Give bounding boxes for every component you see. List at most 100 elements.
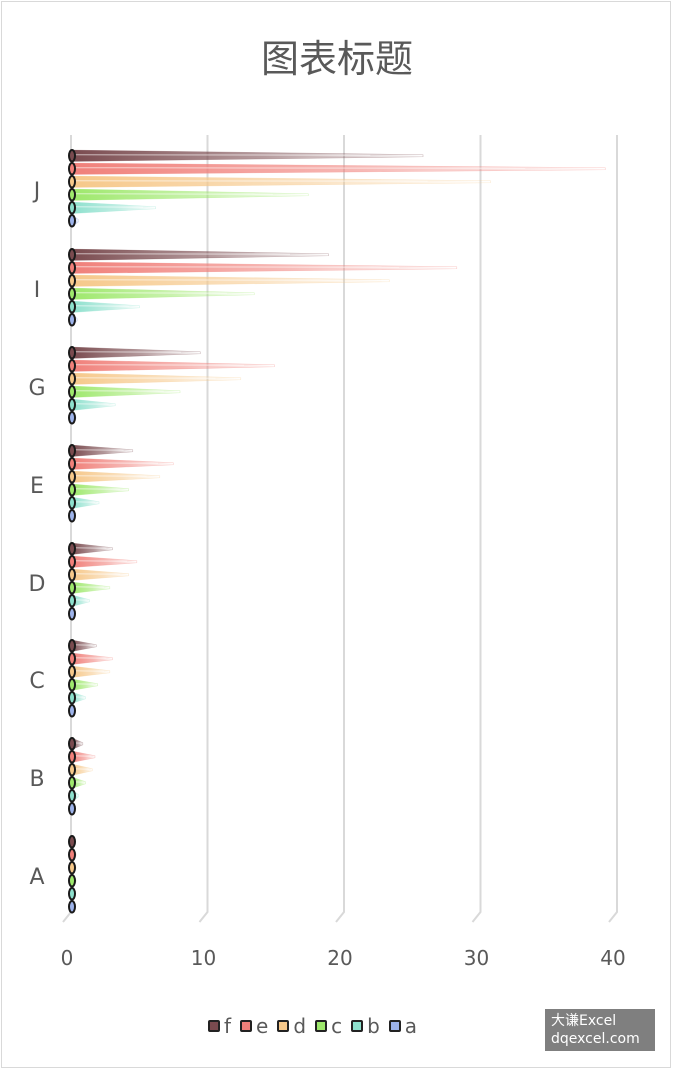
bar-base-d: [68, 665, 76, 679]
bar-f-G: [71, 346, 201, 359]
bar-base-d: [68, 274, 76, 288]
bar-highlight: [71, 154, 371, 156]
x-tick-label: 30: [464, 946, 489, 970]
bar-highlight: [71, 253, 291, 255]
category-label: B: [29, 767, 44, 792]
legend-label: a: [404, 1014, 418, 1038]
bar-highlight: [71, 364, 245, 366]
legend-label: b: [367, 1014, 380, 1038]
bar-base-d: [68, 372, 76, 386]
category-label: A: [29, 865, 44, 890]
legend-item-c: c: [315, 1014, 342, 1038]
bar-f-J: [71, 149, 424, 162]
legend-swatch: [208, 1020, 220, 1032]
bar-base-c: [68, 581, 76, 595]
bar-base-e: [68, 359, 76, 373]
bar-b-J: [71, 201, 156, 214]
bar-highlight: [71, 462, 159, 464]
bar-base-e: [68, 750, 76, 764]
bar-base-f: [68, 737, 76, 751]
bar-base-e: [68, 848, 76, 862]
bar-base-a: [68, 607, 76, 621]
watermark-line1: 大谦Excel: [551, 1013, 617, 1029]
legend-item-d: d: [277, 1014, 306, 1038]
category-label: D: [29, 572, 46, 597]
legend-label: d: [293, 1014, 307, 1038]
bar-base-b: [68, 496, 76, 510]
gridline: [608, 135, 618, 923]
bar-base-f: [68, 444, 76, 458]
bar-base-c: [68, 287, 76, 301]
bar-base-f: [68, 542, 76, 556]
bar-highlight: [71, 279, 342, 281]
bar-highlight: [71, 377, 216, 379]
legend-item-f: f: [208, 1014, 231, 1038]
bar-base-b: [68, 789, 76, 803]
bar-highlight: [71, 488, 121, 490]
bar-d-G: [71, 372, 242, 385]
gridline: [198, 135, 209, 923]
bar-base-e: [68, 261, 76, 275]
bar-e-J: [71, 162, 606, 175]
bar-base-b: [68, 201, 76, 215]
bar-d-D: [71, 568, 129, 581]
bar-highlight: [71, 180, 428, 182]
watermark-line2: dqexcel.com: [551, 1031, 640, 1047]
watermark: 大谦Excel dqexcel.com: [545, 1009, 655, 1051]
bar-base-a: [68, 411, 76, 425]
bar-base-c: [68, 188, 76, 202]
bar-base-b: [68, 300, 76, 314]
bar-base-e: [68, 457, 76, 471]
x-tick-label: 0: [61, 946, 74, 970]
bar-base-b: [68, 691, 76, 705]
bar-base-a: [68, 802, 76, 816]
gridline: [471, 135, 482, 923]
legend-label: c: [331, 1014, 343, 1038]
bar-highlight: [71, 403, 109, 405]
bar-base-a: [68, 509, 76, 523]
bar-highlight: [71, 390, 164, 392]
bar-e-C: [71, 652, 113, 665]
x-tick-label: 10: [191, 946, 216, 970]
bar-base-c: [68, 483, 76, 497]
bar-d-I: [71, 274, 390, 287]
bar-highlight: [71, 351, 182, 353]
bar-highlight: [71, 193, 273, 195]
bar-base-e: [68, 652, 76, 666]
bar-base-d: [68, 568, 76, 582]
legend-swatch: [315, 1020, 328, 1032]
legend-swatch: [388, 1020, 401, 1032]
bar-e-I: [71, 261, 458, 274]
bar-d-E: [71, 470, 161, 483]
legend-item-a: a: [388, 1014, 418, 1038]
bar-base-c: [68, 385, 76, 399]
bar-c-J: [71, 188, 309, 201]
bar-c-I: [71, 287, 255, 300]
bar-highlight: [71, 573, 121, 575]
bar-base-a: [68, 214, 76, 228]
legend-item-e: e: [240, 1014, 268, 1038]
bar-highlight: [71, 449, 124, 451]
bar-base-d: [68, 861, 76, 875]
bar-highlight: [71, 292, 227, 294]
bar-e-D: [71, 555, 138, 568]
bar-c-D: [71, 581, 111, 594]
bar-base-f: [68, 346, 76, 360]
bar-f-I: [71, 248, 329, 261]
category-label: I: [34, 278, 41, 303]
bar-highlight: [71, 657, 107, 659]
category-label: G: [28, 376, 45, 401]
x-tick-label: 20: [327, 946, 352, 970]
bar-base-f: [68, 639, 76, 653]
legend-swatch: [240, 1020, 253, 1032]
bar-c-G: [71, 385, 181, 398]
bar-base-c: [68, 776, 76, 790]
gridline: [335, 135, 345, 923]
bar-b-I: [71, 300, 140, 313]
legend-item-b: b: [351, 1014, 380, 1038]
bar-d-J: [71, 175, 491, 188]
category-label: J: [32, 179, 41, 204]
bar-highlight: [71, 305, 130, 307]
